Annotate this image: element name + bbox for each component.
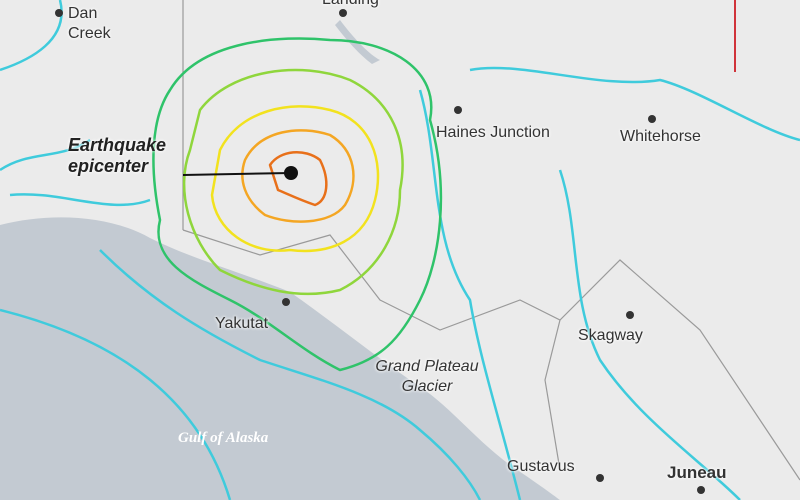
place-dot-dan-creek [55,9,63,17]
feature-grand-plateau-glacier: Grand Plateau Glacier [375,358,479,395]
borders [182,0,800,481]
epicenter-label: Earthquake epicenter [68,135,167,176]
place-dot-whitehorse [648,115,656,123]
contour-1b [99,249,482,500]
place-landing: Landing [322,0,379,9]
place-juneau: Juneau [667,463,727,482]
place-skagway: Skagway [578,327,643,344]
place-dot-juneau [697,486,705,494]
feature-gulf-of-alaska: Gulf of Alaska [178,430,269,446]
place-dot-skagway [626,311,634,319]
epicenter-marker[interactable] [284,166,298,180]
contour-4 [210,105,380,253]
contour-3 [182,68,404,296]
place-yakutat: Yakutat [215,315,269,332]
place-dot-gustavus [596,474,604,482]
epicenter-leader [182,172,292,176]
contour-6 [268,151,328,207]
place-dan-creek: Dan Creek [68,5,111,42]
contour-5 [241,129,355,223]
place-dot-landing [339,9,347,17]
contour-2 [152,37,443,372]
place-dot-yakutat [282,298,290,306]
place-dot-haines-junction [454,106,462,114]
place-gustavus: Gustavus [507,458,575,475]
place-haines-junction: Haines Junction [436,124,550,141]
place-whitehorse: Whitehorse [620,128,701,145]
